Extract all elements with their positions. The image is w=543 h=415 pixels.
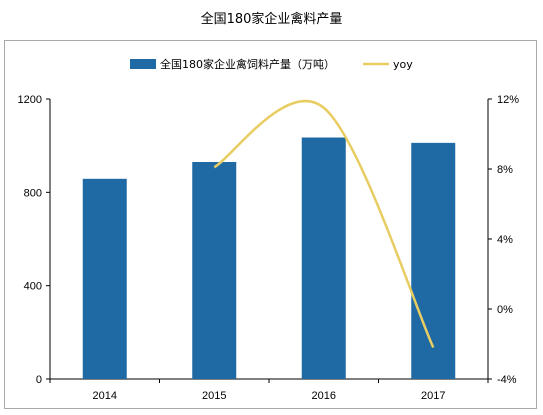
bar-2015 [192, 162, 237, 379]
legend-bar-swatch [130, 59, 156, 69]
x-tick-label: 2017 [421, 390, 445, 402]
legend-line-label: yoy [393, 58, 413, 71]
bar-2017 [411, 142, 456, 379]
x-tick-label: 2015 [202, 390, 226, 402]
x-tick-label: 2016 [312, 390, 336, 402]
y-right-tick-label: 12% [497, 94, 519, 106]
bar-2014 [82, 178, 127, 379]
y-left-tick-label: 400 [24, 281, 42, 293]
chart-title: 全国180家企业禽料产量 [200, 12, 343, 27]
yoy-line [213, 99, 435, 349]
y-right-tick-label: -4% [497, 374, 517, 386]
y-right-tick-label: 4% [497, 234, 513, 246]
chart-frame [4, 40, 537, 409]
y-left-tick-label: 1200 [18, 94, 42, 106]
y-left-tick-label: 0 [36, 374, 42, 386]
bar-2016 [301, 137, 346, 379]
legend-bar-label: 全国180家企业禽饲料产量（万吨） [160, 57, 335, 71]
x-tick-label: 2014 [93, 390, 117, 402]
y-right-tick-label: 0% [497, 304, 513, 316]
y-right-tick-label: 8% [497, 164, 513, 176]
y-left-tick-label: 800 [24, 187, 42, 199]
